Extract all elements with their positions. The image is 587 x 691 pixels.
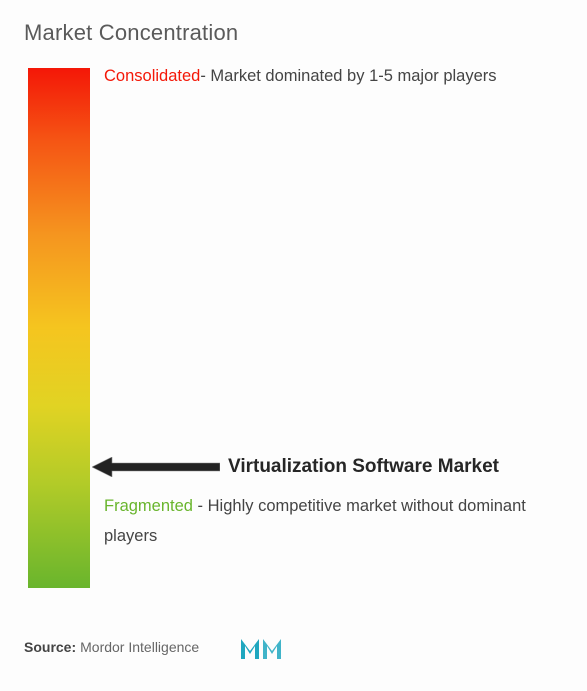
consolidated-label-block: Consolidated- Market dominated by 1-5 ma… [104,65,573,88]
arrow-left-icon [92,457,220,477]
marker-and-fragmented-block: Virtualization Software Market Fragmente… [104,456,573,551]
mordor-logo-icon [239,633,283,661]
source-footer: Source: Mordor Intelligence [24,633,283,661]
market-marker-row: Virtualization Software Market [104,456,573,478]
fragmented-label-block: Fragmented - Highly competitive market w… [104,492,573,551]
concentration-gradient-bar [28,68,90,588]
logo-group [241,639,281,659]
page-title: Market Concentration [24,20,563,46]
fragmented-keyword: Fragmented [104,497,193,515]
labels-column: Consolidated- Market dominated by 1-5 ma… [104,68,563,588]
market-name-label: Virtualization Software Market [228,456,499,478]
consolidated-description: - Market dominated by 1-5 major players [200,67,496,85]
arrow-polygon [92,457,220,477]
source-name: Mordor Intelligence [80,639,199,655]
diagram-area: Consolidated- Market dominated by 1-5 ma… [24,68,563,588]
source-label: Source: [24,639,76,655]
consolidated-keyword: Consolidated [104,67,200,85]
